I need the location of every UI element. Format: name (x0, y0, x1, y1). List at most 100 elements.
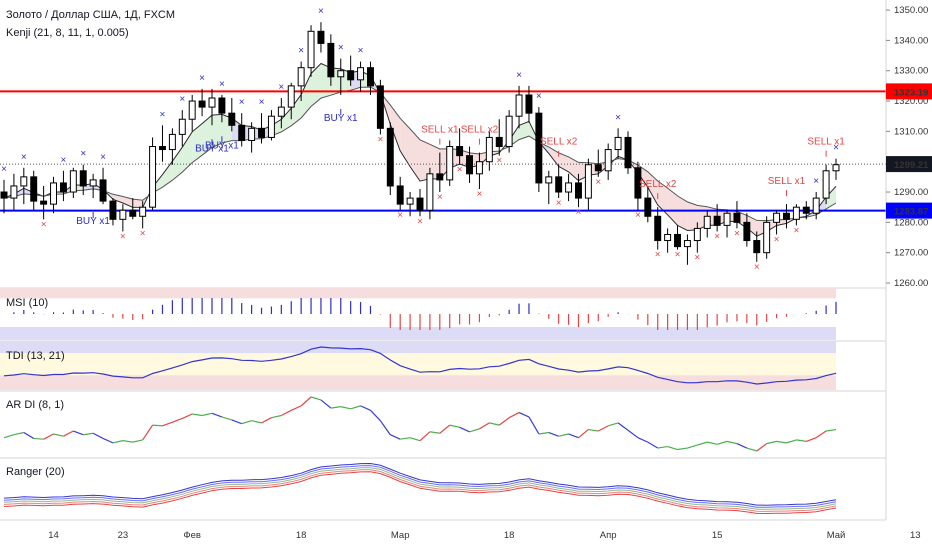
ardi-segment (152, 424, 163, 427)
candle (416, 188, 424, 217)
ardi-segment (162, 421, 173, 427)
candle (317, 22, 325, 53)
ardi-segment (746, 447, 757, 452)
ardi-segment (528, 416, 540, 435)
candle (763, 216, 771, 259)
ardi-segment (350, 405, 361, 410)
ardi-segment (617, 422, 629, 431)
extreme-marker: × (774, 234, 780, 245)
ardi-segment (23, 431, 35, 439)
ardi-segment (826, 428, 837, 432)
ardi-segment (13, 431, 24, 436)
candle (753, 231, 761, 262)
extreme-marker: × (298, 46, 304, 57)
signal-label: SELL x2 (540, 137, 578, 148)
candle (218, 94, 226, 123)
x-tick-label: 18 (504, 530, 515, 541)
candle (792, 204, 800, 226)
ardi-segment (776, 440, 787, 444)
ardi-segment (211, 412, 223, 418)
cloud-segment (281, 108, 292, 132)
extreme-marker: × (278, 82, 284, 93)
cloud-segment (311, 63, 321, 107)
y-tick-label: 1340.00 (894, 35, 928, 46)
extreme-marker: × (437, 192, 443, 203)
ardi-segment (756, 443, 768, 452)
extreme-marker: × (694, 253, 700, 264)
y-tick-label: 1260.00 (894, 278, 928, 289)
x-tick-label: Фев (183, 530, 201, 541)
extreme-marker: × (576, 207, 582, 218)
candle (337, 58, 345, 95)
ardi-segment (182, 413, 193, 419)
ranger-band-line (3, 467, 837, 510)
extreme-marker: × (595, 177, 601, 188)
ardi-segment (608, 422, 619, 427)
time-axis[interactable]: 14 23 Фев 18 Мар 18 Апр 15 Май 13 (0, 519, 921, 541)
candle (683, 234, 691, 265)
y-tick-label: 1280.00 (894, 217, 928, 228)
ardi-segment (498, 417, 510, 426)
candle (40, 185, 48, 220)
indicator-panes[interactable]: 0.001.000.001.000.981350.001300.00 (0, 287, 928, 515)
x-tick-label: Май (827, 530, 846, 541)
signal-label: SELL x1 (421, 125, 459, 136)
signal-label: SELL x2 (639, 179, 677, 190)
candle (139, 201, 147, 229)
extreme-marker: × (377, 134, 383, 145)
candle (525, 85, 533, 123)
ardi-segment (330, 406, 341, 409)
signal-label: BUY x1 (324, 113, 358, 124)
candle (406, 192, 414, 217)
ardi-segment (122, 440, 133, 443)
cloud-segment (677, 195, 688, 231)
extreme-marker: × (140, 228, 146, 239)
candle (466, 146, 473, 183)
ardi-segment (261, 417, 272, 424)
cloud-segment (687, 201, 698, 231)
candle (59, 170, 67, 202)
candle (198, 88, 206, 117)
ardi-segment (588, 428, 599, 432)
candle (129, 198, 137, 220)
extreme-marker: × (615, 112, 621, 123)
candle (208, 88, 216, 126)
extreme-marker: × (655, 250, 661, 261)
candle (545, 170, 553, 205)
candle (495, 119, 503, 156)
ardi-segment (132, 439, 143, 443)
extreme-marker: × (219, 79, 225, 90)
ranger-title: Ranger (20) (6, 466, 65, 478)
candle (396, 176, 404, 211)
candle (773, 210, 781, 235)
ardi-pane: 1.000.98 (0, 390, 913, 458)
ardi-segment (419, 431, 431, 442)
extreme-marker: × (120, 231, 126, 242)
cloud-segment (746, 215, 757, 237)
tdi-title: TDI (13, 21) (6, 350, 65, 362)
candle (644, 185, 652, 223)
ranger-band-line (3, 465, 837, 508)
ardi-segment (677, 447, 688, 451)
cloud-segment (212, 114, 222, 148)
extreme-marker: × (358, 46, 364, 57)
ardi-segment (192, 413, 203, 417)
y-tick-label: 1270.00 (894, 248, 928, 259)
ardi-segment (538, 431, 549, 435)
candle (575, 173, 582, 208)
extreme-marker: × (536, 91, 542, 102)
ardi-segment (340, 406, 351, 410)
pane-band (0, 341, 836, 354)
ardi-segment (112, 440, 123, 444)
candle (119, 204, 127, 232)
ardi-segment (766, 440, 777, 445)
cloud-segment (182, 131, 193, 173)
cloud-segment (826, 186, 836, 209)
ardi-segment (707, 441, 718, 445)
price-axis[interactable]: 1350.001340.001330.001320.001310.001300.… (885, 0, 932, 550)
ardi-segment (409, 437, 421, 442)
cloud-segment (122, 196, 133, 208)
